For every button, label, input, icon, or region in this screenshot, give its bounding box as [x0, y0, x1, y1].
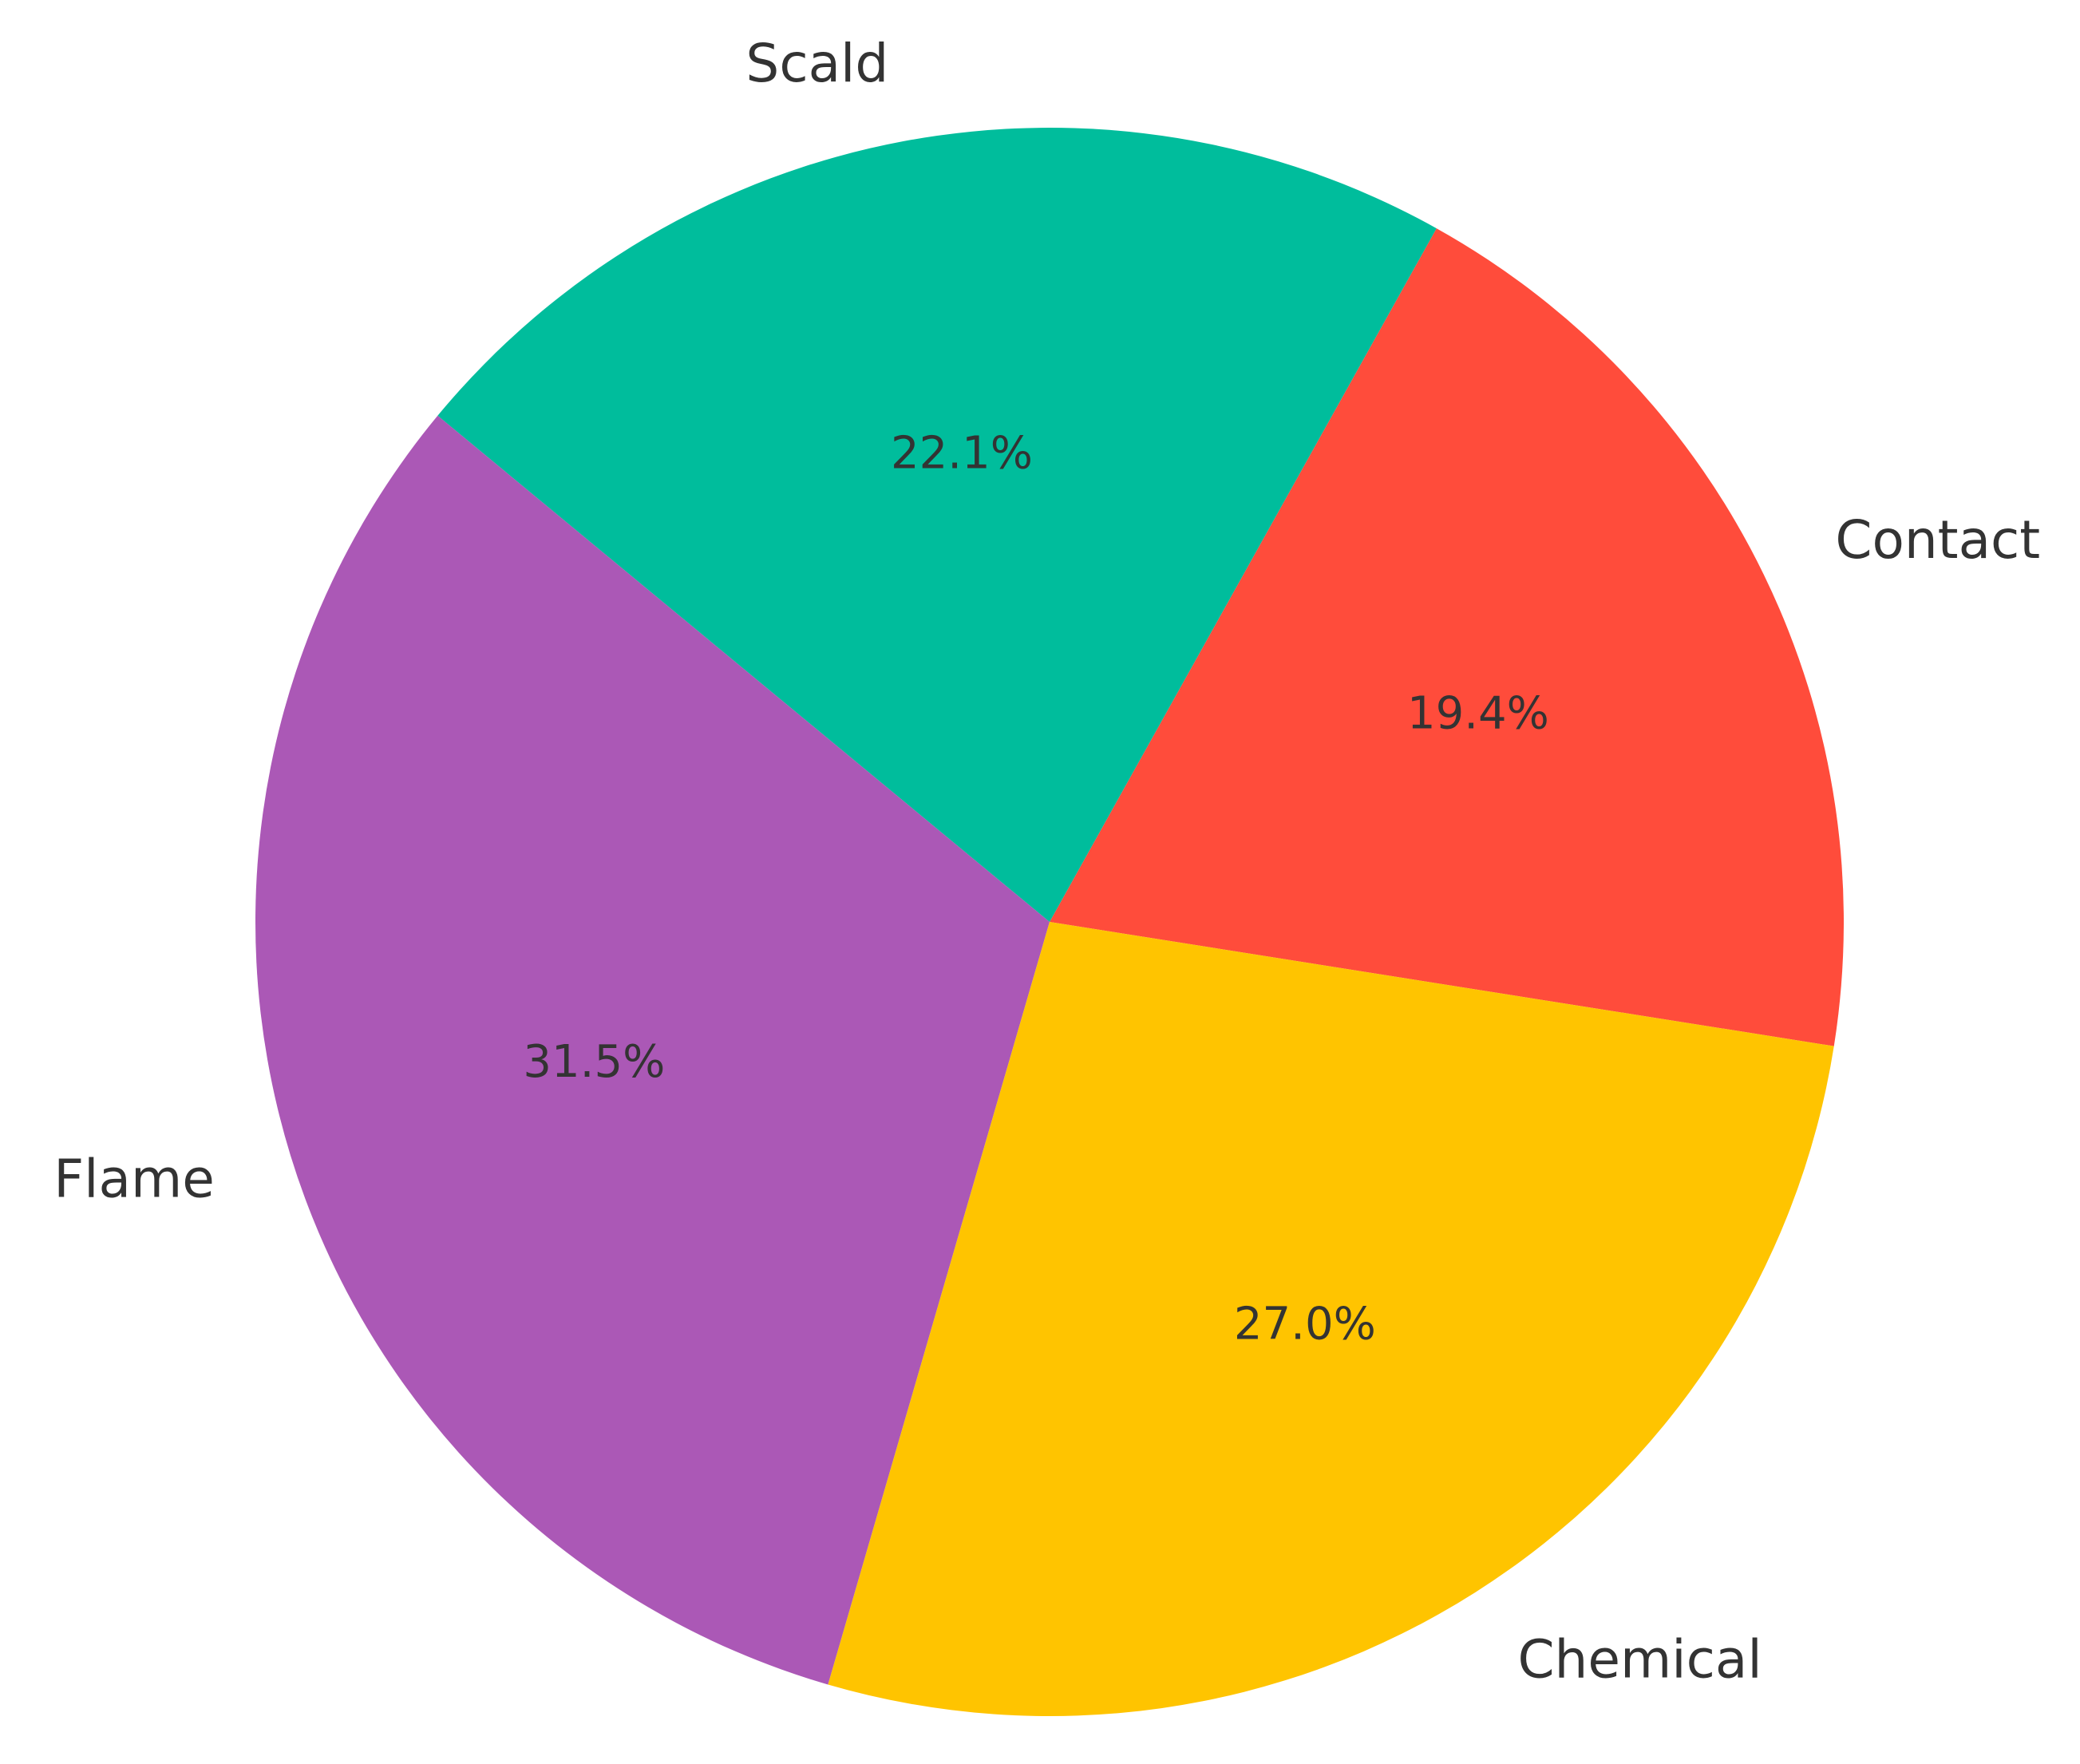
- pie-slice-contact: [1050, 228, 1844, 1046]
- pct-label-contact: 19.4%: [1407, 688, 1549, 740]
- pct-label-scald: 22.1%: [891, 428, 1033, 480]
- pie-slices: [255, 127, 1844, 1716]
- pie-labels: 19.4% Contact 22.1% Scald 31.5% Flame 27.0% Che…: [53, 33, 2040, 1691]
- pct-label-chemical: 27.0%: [1234, 1299, 1376, 1351]
- slice-label-scald: Scald: [745, 33, 888, 94]
- pie-slice-flame: [255, 415, 1050, 1685]
- pie-slice-scald: [437, 127, 1437, 922]
- pie-slice-chemical: [828, 922, 1834, 1716]
- pct-label-flame: 31.5%: [523, 1036, 665, 1088]
- slice-label-contact: Contact: [1835, 509, 2040, 571]
- slice-label-flame: Flame: [53, 1148, 215, 1209]
- slice-label-chemical: Chemical: [1517, 1629, 1762, 1691]
